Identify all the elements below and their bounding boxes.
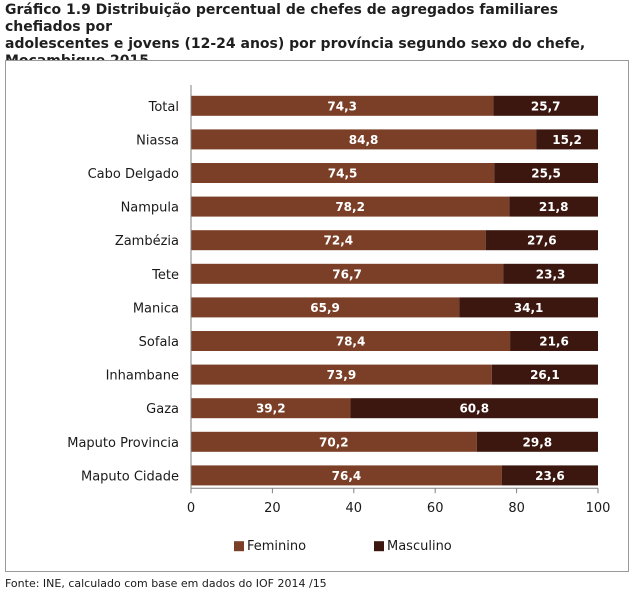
chart-title: Gráfico 1.9 Distribuição percentual de c… xyxy=(5,2,586,69)
data-label-feminino: 73,9 xyxy=(327,368,357,382)
bar-feminino xyxy=(191,398,351,419)
data-label-masculino: 15,2 xyxy=(552,133,582,147)
bar-feminino xyxy=(191,297,460,318)
category-label: Total xyxy=(148,100,179,115)
data-label-masculino: 23,3 xyxy=(536,267,566,281)
stacked-bar-chart: Total 74,3 25,7 Niassa 84,8 15,2 Cabo Delgado 7… xyxy=(67,85,611,554)
data-label-feminino: 39,2 xyxy=(256,402,286,416)
legend-swatch-feminino xyxy=(234,541,244,552)
data-label-masculino: 21,6 xyxy=(539,335,569,349)
bar-feminino xyxy=(191,364,492,385)
legend-label-masculino: Masculino xyxy=(387,539,452,554)
data-label-masculino: 26,1 xyxy=(530,368,560,382)
bar-feminino xyxy=(191,163,495,183)
data-label-feminino: 70,2 xyxy=(319,435,349,449)
bar-masculino xyxy=(350,398,598,419)
bar-masculino xyxy=(536,129,598,150)
bar-masculino xyxy=(459,297,598,318)
data-label-masculino: 34,1 xyxy=(514,301,544,315)
data-label-masculino: 27,6 xyxy=(527,234,557,248)
x-tick-label: 20 xyxy=(264,501,281,516)
category-label: Tete xyxy=(151,268,179,283)
data-label-masculino: 25,5 xyxy=(531,167,561,181)
bar-feminino xyxy=(191,263,504,284)
bar-masculino xyxy=(485,230,598,251)
data-label-feminino: 74,5 xyxy=(328,167,358,181)
category-label: Cabo Delgado xyxy=(88,167,179,182)
bar-feminino xyxy=(191,230,486,251)
data-label-masculino: 29,8 xyxy=(523,435,553,449)
category-label: Maputo Provincia xyxy=(67,436,179,451)
bar-masculino xyxy=(503,263,598,284)
data-label-feminino: 74,3 xyxy=(327,99,357,113)
data-label-feminino: 78,4 xyxy=(336,335,366,349)
bar-feminino xyxy=(191,129,537,150)
data-label-feminino: 78,2 xyxy=(335,200,365,214)
x-tick-label: 80 xyxy=(508,501,525,516)
bar-masculino xyxy=(494,163,598,183)
x-tick-label: 60 xyxy=(427,501,444,516)
category-label: Nampula xyxy=(121,201,179,216)
chart-frame: Total 74,3 25,7 Niassa 84,8 15,2 Cabo Delgado 7… xyxy=(5,60,629,572)
category-label: Maputo Cidade xyxy=(81,469,179,484)
bar-masculino xyxy=(476,431,598,452)
bar-masculino xyxy=(493,95,598,116)
bar-feminino xyxy=(191,95,494,116)
category-label: Inhambane xyxy=(106,369,179,384)
category-label: Zambézia xyxy=(115,234,179,249)
bar-masculino xyxy=(509,196,598,217)
x-tick-label: 0 xyxy=(187,501,195,516)
bar-masculino xyxy=(491,364,598,385)
bar-feminino xyxy=(191,331,511,351)
source-note: Fonte: INE, calculado com base em dados … xyxy=(5,577,327,590)
bar-masculino xyxy=(510,331,598,351)
x-tick-label: 100 xyxy=(586,501,611,516)
data-label-masculino: 25,7 xyxy=(531,99,561,113)
bar-masculino xyxy=(501,465,598,486)
data-label-feminino: 76,7 xyxy=(332,267,362,281)
data-label-masculino: 60,8 xyxy=(459,402,489,416)
category-label: Gaza xyxy=(146,402,179,417)
legend-label-feminino: Feminino xyxy=(247,539,306,554)
data-label-feminino: 84,8 xyxy=(349,133,379,147)
data-label-feminino: 72,4 xyxy=(324,234,354,248)
category-label: Sofala xyxy=(139,335,179,350)
x-tick-label: 40 xyxy=(346,501,363,516)
category-label: Manica xyxy=(133,301,179,316)
bar-feminino xyxy=(191,196,510,217)
data-label-feminino: 65,9 xyxy=(310,301,340,315)
data-label-feminino: 76,4 xyxy=(332,469,362,483)
category-label: Niassa xyxy=(136,133,179,148)
bar-feminino xyxy=(191,431,477,452)
legend-swatch-masculino xyxy=(374,541,384,552)
data-label-masculino: 21,8 xyxy=(539,200,569,214)
bar-feminino xyxy=(191,465,502,486)
data-label-masculino: 23,6 xyxy=(535,469,565,483)
